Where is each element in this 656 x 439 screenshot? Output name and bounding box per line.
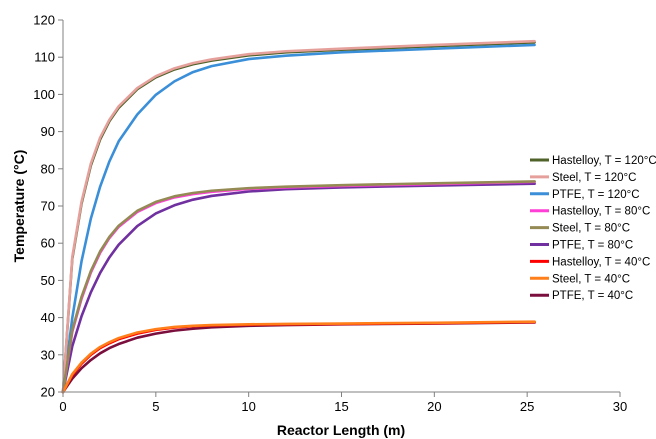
y-tick-label: 40 [41, 310, 55, 325]
y-tick-label: 120 [33, 13, 55, 28]
legend-label: PTFE, T = 40°C [552, 290, 633, 302]
legend-label: Steel, T = 80°C [552, 223, 630, 235]
y-tick-label: 80 [41, 161, 55, 176]
series-line [61, 43, 536, 394]
legend-label: PTFE, T = 120°C [552, 189, 640, 201]
y-axis-title: Temperature (°C) [11, 150, 27, 263]
y-tick-label: 70 [41, 199, 55, 214]
legend-label: Hastelloy, T = 120°C [552, 155, 656, 167]
legend-label: PTFE, T = 80°C [552, 240, 633, 252]
tick-labels: 0 5 10 15 20 25 30 20 30 40 50 60 70 80 90 100 110 120 [33, 13, 627, 415]
y-tick-label: 20 [41, 385, 55, 400]
y-tick-label: 60 [41, 236, 55, 251]
x-tick-label: 15 [334, 399, 348, 414]
y-tick-label: 90 [41, 124, 55, 139]
x-tick-label: 30 [613, 399, 627, 414]
x-tick-label: 20 [427, 399, 441, 414]
x-tick-label: 25 [520, 399, 534, 414]
legend-label: Hastelloy, T = 80°C [552, 206, 650, 218]
series-line [61, 180, 536, 394]
y-tick-label: 100 [33, 87, 55, 102]
legend-label: Steel, T = 120°C [552, 172, 636, 184]
y-tick-label: 30 [41, 347, 55, 362]
axes [58, 19, 621, 397]
legend-label: Steel, T = 40°C [552, 273, 630, 285]
series-line [61, 39, 536, 394]
x-tick-label: 5 [152, 399, 159, 414]
x-tick-label: 0 [59, 399, 66, 414]
series-line [61, 320, 536, 394]
legend-label: Hastelloy, T = 40°C [552, 256, 650, 268]
legend: Hastelloy, T = 120°C Steel, T = 120°C PTFE… [530, 155, 656, 302]
x-axis-title: Reactor Length (m) [277, 422, 405, 438]
series-line [61, 182, 536, 394]
x-tick-label: 10 [241, 399, 255, 414]
series-group [61, 39, 536, 394]
y-tick-label: 50 [41, 273, 55, 288]
y-tick-label: 110 [34, 50, 55, 65]
